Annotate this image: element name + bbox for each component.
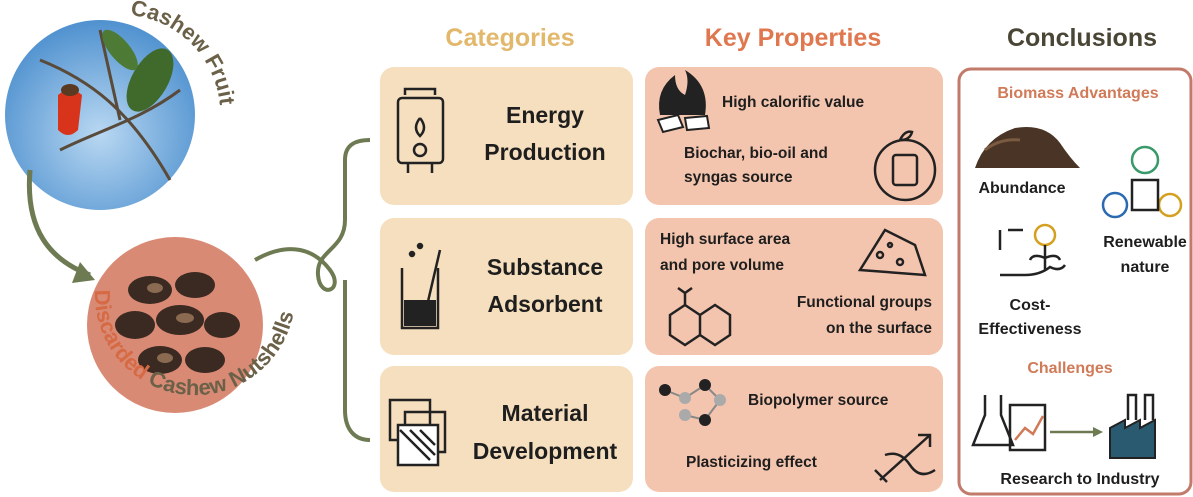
category-box	[380, 67, 633, 205]
category-label: Energy	[506, 102, 584, 128]
conclusion-text: Abundance	[978, 180, 1065, 197]
property-text: on the surface	[826, 320, 932, 337]
category-label: Substance	[487, 254, 603, 280]
conclusion-text: Cost-	[1010, 297, 1051, 314]
property-text: Functional groups	[797, 294, 932, 311]
diagram: Cashew Fruit DiscardedCashew Nutshells C…	[0, 0, 1193, 497]
property-text: Biopolymer source	[748, 392, 889, 409]
conclusion-text: nature	[1121, 259, 1170, 276]
property-text: Plasticizing effect	[686, 454, 817, 471]
conclusion-title: Challenges	[1027, 360, 1112, 377]
header: Categories	[445, 24, 574, 52]
header: Key Properties	[705, 24, 881, 52]
page: Cashew Fruit DiscardedCashew Nutshells C…	[0, 0, 1193, 497]
bracket	[255, 140, 370, 440]
property-text: High surface area	[660, 231, 790, 248]
cashew-fruit-image	[5, 20, 195, 210]
conclusion-text: Effectiveness	[978, 321, 1081, 338]
property-text: syngas source	[684, 169, 793, 186]
property-text: and pore volume	[660, 257, 784, 274]
conclusion-title: Biomass Advantages	[997, 85, 1158, 102]
category-label: Adsorbent	[488, 291, 603, 317]
conclusion-text: Research to Industry	[1000, 471, 1159, 488]
property-text: High calorific value	[722, 94, 865, 111]
category-box	[380, 218, 633, 355]
category-label: Material	[502, 400, 589, 426]
category-label: Production	[484, 139, 605, 165]
conclusions-box	[959, 69, 1191, 494]
conclusion-text: Renewable	[1103, 234, 1187, 251]
arrow-head	[72, 262, 95, 283]
property-box	[645, 366, 943, 492]
header: Conclusions	[1007, 24, 1157, 52]
category-label: Development	[473, 438, 618, 464]
property-text: Biochar, bio-oil and	[684, 145, 828, 162]
